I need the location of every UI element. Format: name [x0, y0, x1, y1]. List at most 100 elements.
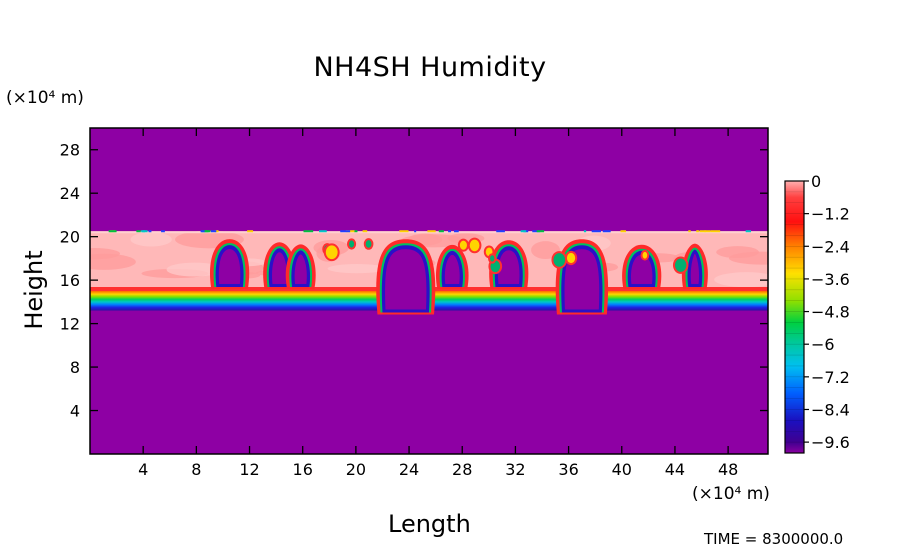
layer-top-speckle: [161, 230, 165, 233]
dry-pocket-core: [630, 254, 653, 284]
dry-pocket-core: [690, 253, 699, 284]
y-tick-label: 4: [70, 402, 80, 421]
x-tick-label: 24: [399, 460, 419, 479]
layer-top-speckle: [214, 230, 219, 233]
dry-pocket-core: [272, 252, 287, 284]
colorbar-tick-label: −6: [811, 335, 835, 354]
layer-top-speckle: [303, 230, 314, 233]
moist-texture: [531, 241, 560, 259]
x-tick-label: 16: [293, 460, 313, 479]
colorbar-tick-label: −3.6: [811, 270, 850, 289]
x-tick-label: 48: [718, 460, 738, 479]
colorbar-tick-label: −2.4: [811, 237, 850, 256]
y-axis-unit: (×10⁴ m): [6, 88, 84, 108]
layer-top-speckle: [688, 230, 691, 233]
layer-top-speckle: [710, 230, 721, 233]
dry-blob: [642, 251, 648, 259]
plot-field: [90, 128, 768, 454]
x-tick-label: 28: [452, 460, 472, 479]
x-tick-label: 8: [191, 460, 201, 479]
layer-top-speckle: [696, 230, 699, 233]
layer-top-speckle: [591, 230, 601, 233]
colorbar-gradient: [785, 181, 804, 453]
layer-top-speckle: [699, 230, 706, 233]
colorbar-tick-label: −4.8: [811, 303, 850, 322]
moist-texture: [728, 251, 768, 265]
y-tick-label: 28: [60, 141, 80, 160]
moist-texture: [714, 272, 768, 288]
dry-blob: [459, 240, 467, 250]
dry-blob: [566, 252, 576, 264]
plot-frame: [89, 127, 769, 455]
layer-top-speckle: [141, 230, 148, 233]
dry-blob: [490, 255, 495, 262]
chart-title: NH4SH Humidity: [313, 52, 547, 83]
layer-top-speckle: [532, 230, 541, 233]
y-tick-label: 12: [60, 315, 80, 334]
colorbar-tick-label: −7.2: [811, 368, 850, 387]
y-tick-label: 8: [70, 358, 80, 377]
layer-top-speckle: [319, 230, 327, 233]
x-tick-label: 4: [138, 460, 148, 479]
layer-top-speckle: [620, 230, 627, 233]
y-tick-label: 20: [60, 228, 80, 247]
colorbar-tick-label: 0: [811, 172, 821, 191]
x-tick-label: 36: [558, 460, 578, 479]
layer-top-speckle: [745, 230, 751, 233]
dry-blob: [349, 240, 355, 248]
layer-top-speckle: [520, 230, 527, 233]
y-tick-label: 24: [60, 184, 80, 203]
layer-top-speckle: [448, 230, 452, 233]
dry-pocket-core: [294, 254, 307, 284]
layer-top-speckle: [399, 230, 409, 233]
colorbar-frame: [784, 180, 805, 454]
colorbar-group: 0 −1.2 −2.4 −3.6 −4.8 −6 −7.2 −8.4 −9.6: [784, 172, 850, 454]
layer-top-speckle: [247, 230, 254, 233]
x-tick-label: 32: [505, 460, 525, 479]
layer-top-speckle: [602, 230, 611, 233]
x-axis-unit: (×10⁴ m): [692, 484, 770, 504]
dry-pocket-core: [444, 254, 460, 284]
layer-top-speckle: [108, 230, 117, 233]
layer-top-speckle: [414, 230, 417, 233]
dry-pocket-core: [498, 250, 520, 284]
layer-top-speckle: [536, 230, 545, 233]
layer-top-speckle: [148, 230, 152, 233]
x-axis-label: Length: [388, 510, 471, 538]
colorbar-tick-label: −9.6: [811, 433, 850, 452]
layer-top-speckle: [427, 230, 436, 233]
layer-top-speckle: [496, 230, 505, 233]
layer-top-speckle: [704, 230, 711, 233]
dry-blob: [365, 240, 372, 248]
dry-pocket-core: [218, 249, 241, 284]
x-tick-label: 12: [239, 460, 259, 479]
layer-top-speckle: [136, 230, 141, 233]
moist-texture: [130, 232, 172, 247]
dry-pocket-core: [385, 249, 427, 310]
dry-blob: [674, 258, 687, 272]
layer-top-speckle: [583, 230, 587, 233]
dry-blob: [553, 253, 566, 267]
layer-top-speckle: [345, 230, 355, 233]
x-tick-label: 40: [612, 460, 632, 479]
colorbar-tick-label: −1.2: [811, 205, 850, 224]
layer-top-speckle: [210, 230, 217, 233]
layer-top-speckle: [362, 230, 368, 233]
dry-blob: [325, 245, 338, 260]
moist-texture: [90, 253, 136, 270]
layer-top-speckle: [438, 230, 444, 233]
moist-texture: [166, 262, 223, 277]
colorbar-tick-label: −8.4: [811, 400, 850, 419]
dry-blob: [469, 239, 480, 252]
y-tick-label: 16: [60, 271, 80, 290]
moist-texture: [327, 264, 386, 274]
x-tick-label: 44: [665, 460, 685, 479]
layer-top-speckle: [200, 230, 205, 233]
layer-top-speckle: [340, 230, 351, 233]
layer-top-speckle: [204, 230, 211, 233]
x-tick-label: 20: [346, 460, 366, 479]
layer-top-speckle: [354, 230, 358, 233]
layer-top-speckle: [453, 230, 459, 233]
